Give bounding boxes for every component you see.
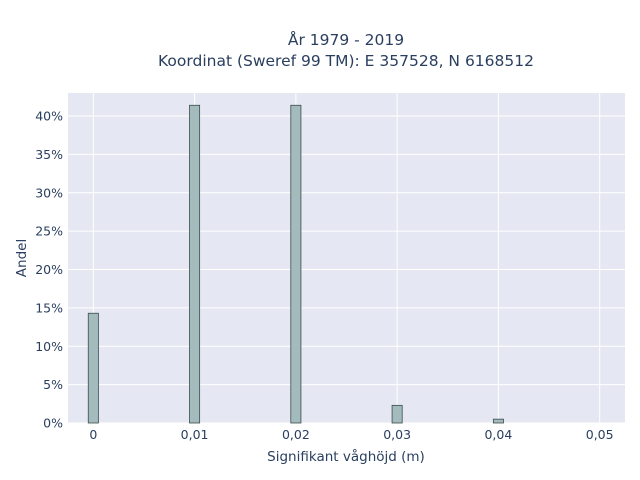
plot-area xyxy=(68,93,625,423)
x-tick-labels: 0 0,01 0,02 0,03 0,04 0,05 xyxy=(89,427,613,442)
y-tick-label: 35% xyxy=(35,147,63,162)
y-tick-label: 0% xyxy=(43,416,63,431)
x-tick-label: 0 xyxy=(89,427,97,442)
x-tick-label: 0,05 xyxy=(586,427,614,442)
x-tick-label: 0,03 xyxy=(383,427,411,442)
y-tick-label: 30% xyxy=(35,185,63,200)
bar xyxy=(492,418,504,424)
x-tick-label: 0,02 xyxy=(282,427,310,442)
y-tick-label: 5% xyxy=(43,377,63,392)
chart-subtitle: Koordinat (Sweref 99 TM): E 357528, N 61… xyxy=(158,52,534,70)
bar xyxy=(87,312,99,424)
bars xyxy=(87,104,504,424)
chart-title: År 1979 - 2019 xyxy=(288,30,404,49)
bar xyxy=(189,104,201,424)
x-axis-title: Signifikant våghöjd (m) xyxy=(267,448,425,465)
x-tick-label: 0,04 xyxy=(484,427,512,442)
y-tick-label: 25% xyxy=(35,224,63,239)
y-gridlines xyxy=(68,115,625,424)
y-tick-label: 40% xyxy=(35,109,63,124)
y-tick-label: 20% xyxy=(35,262,63,277)
y-tick-label: 10% xyxy=(35,339,63,354)
y-tick-label: 15% xyxy=(35,300,63,315)
x-tick-label: 0,01 xyxy=(181,427,209,442)
y-axis-title: Andel xyxy=(14,239,30,277)
bar xyxy=(391,404,403,424)
bar xyxy=(290,104,302,424)
y-tick-labels: 0% 5% 10% 15% 20% 25% 30% 35% 40% xyxy=(35,109,63,431)
